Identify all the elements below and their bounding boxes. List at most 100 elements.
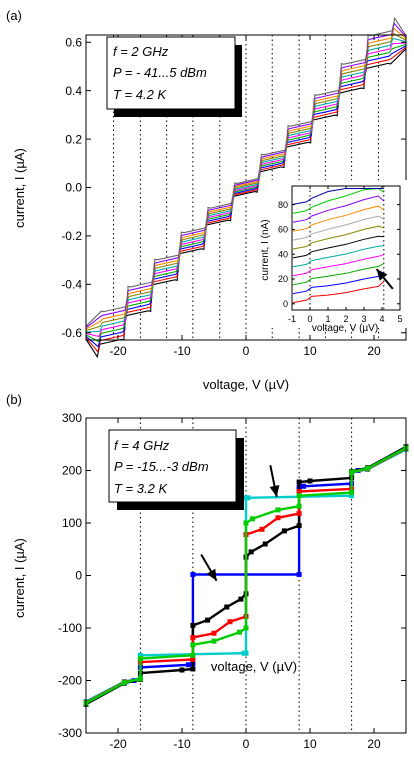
panel-b-series-2-point-6 [190, 622, 196, 628]
panel-b-series-2-point-15 [296, 523, 302, 529]
panel-a-y-tick-label-0: -0.6 [61, 326, 82, 340]
inset-x-tick-label-3: 2 [343, 314, 348, 324]
panel-b-x-tick-label-2: 0 [243, 737, 250, 751]
panel-a-x-tick-label-2: 0 [243, 344, 250, 358]
inset-arrow-head [376, 269, 388, 281]
panel-a-annotation-line-3: T = 4.2 K [113, 87, 167, 102]
panel-b-y-tick-label-6: 300 [62, 411, 82, 425]
panel-b-series-4-point-4 [190, 652, 196, 658]
panel-b-series-1-point-7 [245, 495, 251, 501]
panel-b-series-0-point-7 [190, 571, 196, 577]
inset-arrow [375, 268, 394, 290]
panel-b-arrow-0-head [206, 568, 217, 581]
inset-series [292, 187, 385, 304]
panel-b-series-3-point-7 [227, 619, 233, 625]
panel-a-series-9 [85, 16, 407, 327]
panel-a-annotation-line-1: f = 2 GHz [113, 44, 169, 59]
panel-a-x-tick-label-1: -10 [173, 344, 191, 358]
panel-b-series-2-point-12 [248, 549, 254, 555]
inset-series-6 [292, 225, 384, 250]
inset-series-8 [292, 205, 385, 232]
inset-x-tick-label-1: 0 [307, 314, 312, 324]
panel-b-arrow-1-head [269, 484, 280, 497]
panel-b-series-3-point-11 [275, 515, 281, 521]
panel-b-series-4-point-11 [275, 507, 281, 513]
panel-a-y-tick-label-6: 0.6 [65, 35, 82, 49]
inset-series-2 [292, 263, 385, 286]
panel-b-series-4-point-14 [349, 490, 355, 496]
inset-series-1 [292, 272, 385, 295]
panel-a-x-tick-label-4: 20 [367, 344, 381, 358]
inset-series-3 [292, 254, 384, 277]
inset-series-5 [292, 235, 384, 259]
inset-y-axis-label: current, I (nA) [260, 219, 271, 280]
inset-x-tick-label-4: 3 [361, 314, 366, 324]
panel-a: (a) -20 -10 0 10 20-0.6-0.4-0.20.00.20.40.6 … [6, 8, 407, 392]
panel-b-series-2-point-17 [307, 478, 313, 484]
panel-b-annotation-line-3: T = 3.2 K [114, 481, 168, 496]
panel-b-series-3-point-12 [296, 511, 302, 517]
panel-a-x-tick-label-0: -20 [109, 344, 127, 358]
panel-b-series-1-point-8 [349, 493, 355, 499]
panel-b-series-2-point-8 [224, 604, 230, 610]
panel-b-y-tick-label-2: -100 [58, 621, 82, 635]
panel-b-y-tick-label-1: -200 [58, 674, 82, 688]
inset-y-tick-label-2: 40 [278, 249, 288, 259]
inset-series-4 [292, 245, 384, 268]
panel-b-series-2-point-7 [205, 617, 211, 623]
panel-b-series-4-point-16 [365, 465, 371, 471]
panel-b-series-1-point-5 [243, 650, 249, 656]
panel-b-y-tick-label-3: 0 [75, 569, 82, 583]
inset-x-tick-label-6: 5 [397, 314, 402, 324]
panel-b-series-4-point-8 [243, 625, 249, 631]
panel-a-annotation-line-2: P = - 41...5 dBm [113, 65, 207, 80]
panel-b-annotation-box [108, 429, 237, 503]
panel-b-series-4-point-10 [249, 516, 255, 522]
panel-b-series-1-point-3 [137, 652, 143, 658]
inset-series-11 [292, 188, 384, 205]
inset-y-tick-label-1: 20 [278, 274, 288, 284]
panel-b-y-tick-label-5: 200 [62, 464, 82, 478]
inset-series-7 [292, 215, 385, 241]
panel-b-series-4-point-7 [237, 629, 243, 635]
panel-a-x-tick-label-3: 10 [303, 344, 317, 358]
panel-b-series-0-point-5 [185, 662, 191, 668]
panel-b-y-tick-label-4: 100 [62, 516, 82, 530]
panel-b-arrows [200, 465, 280, 582]
inset-series-9 [292, 195, 385, 223]
panel-a-series [85, 16, 407, 359]
panel-a-x-axis-label: voltage, V (µV) [203, 377, 289, 392]
panel-b-series-4-point-13 [296, 493, 302, 499]
panel-b-series-4-point-3 [137, 655, 143, 661]
inset-y-tick-label-3: 60 [278, 225, 288, 235]
panel-b-series-3-point-5 [190, 634, 196, 640]
panel-b-series-4-point-5 [190, 642, 196, 648]
panel-b-series-3-point-4 [190, 657, 196, 662]
inset-y-tick-label-0: 0 [283, 299, 288, 309]
panel-a-label: (a) [6, 8, 22, 23]
panel-b-label: (b) [6, 392, 22, 407]
inset-series-0 [292, 281, 385, 304]
panel-b-series-4-point-12 [296, 503, 302, 509]
panel-b-x-tick-label-3: 10 [303, 737, 317, 751]
panel-b-x-axis-label: voltage, V (µV) [211, 659, 297, 674]
panel-b-x-tick-label-1: -10 [173, 737, 191, 751]
panel-a-annotation-box [106, 36, 236, 110]
panel-b-series-3-point-10 [259, 526, 265, 532]
inset-x-axis-label: voltage, V (µV) [312, 323, 378, 334]
inset-background [262, 180, 407, 328]
panel-b-series-4-point-1 [121, 680, 127, 686]
panel-b-annotation-line-1: f = 4 GHz [114, 438, 170, 453]
inset-x-tick-label-5: 4 [379, 314, 384, 324]
panel-b-series-4-point-15 [349, 469, 355, 475]
panel-b-series-0-point-8 [296, 571, 302, 577]
panel-b-series-3-point-13 [296, 489, 302, 494]
inset-x-tick-label-2: 1 [325, 314, 330, 324]
panel-b-series-2-point-14 [281, 528, 287, 534]
panel-b-x-tick-label-0: -20 [109, 737, 127, 751]
panel-b-series-2-point-16 [296, 479, 302, 485]
